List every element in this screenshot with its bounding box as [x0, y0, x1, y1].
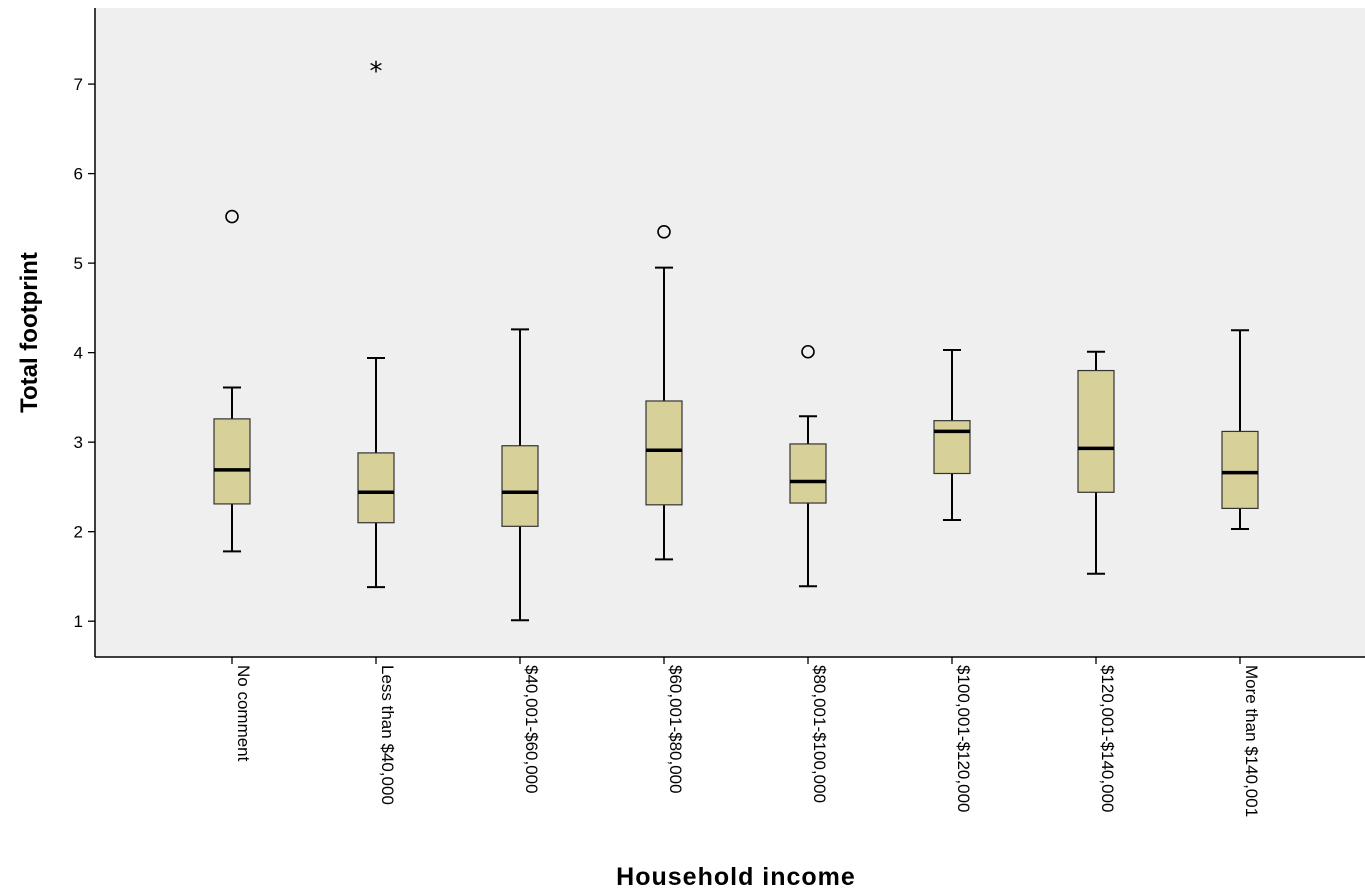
iqr-box — [213, 418, 251, 505]
box-0 — [213, 209, 251, 553]
x-tick-label: Less than $40,000 — [378, 665, 397, 805]
boxes-group: * — [213, 57, 1259, 622]
x-tick-label: $100,001-$120,000 — [954, 665, 973, 812]
x-axis-title: Household income — [616, 863, 856, 891]
plot-area — [95, 8, 1365, 657]
y-tick-label: 6 — [74, 165, 83, 184]
box-6 — [1077, 350, 1115, 575]
y-tick-label: 5 — [74, 254, 83, 273]
x-tick-label: No comment — [234, 665, 253, 762]
x-axis: No comment Less than $40,000 $40,001-$60,0… — [95, 656, 1365, 817]
box-1: * — [357, 57, 395, 589]
y-tick-label: 2 — [74, 523, 83, 542]
y-tick-label: 3 — [74, 433, 83, 452]
x-tick-label: $80,001-$100,000 — [810, 665, 829, 803]
outlier-circle-marker — [657, 224, 671, 239]
y-axis-title: Total footprint — [16, 252, 43, 413]
box-3 — [645, 224, 683, 561]
iqr-box — [1221, 430, 1259, 510]
iqr-box — [933, 420, 971, 475]
box-7 — [1221, 329, 1259, 530]
y-tick-label: 4 — [74, 344, 83, 363]
x-tick-label: $120,001-$140,000 — [1098, 665, 1117, 812]
iqr-box — [645, 400, 683, 506]
box-5 — [933, 348, 971, 522]
y-axis: 1 2 3 4 5 6 7 — [74, 8, 96, 657]
iqr-box — [1077, 369, 1115, 493]
outlier-circle-marker — [225, 209, 239, 224]
iqr-box — [501, 445, 539, 527]
iqr-box — [357, 452, 395, 524]
x-tick-label: More than $140,001 — [1242, 665, 1261, 817]
y-tick-label: 7 — [74, 75, 83, 94]
iqr-box — [789, 443, 827, 504]
box-2 — [501, 328, 539, 622]
x-tick-label: $40,001-$60,000 — [522, 665, 541, 794]
x-tick-label: $60,001-$80,000 — [666, 665, 685, 794]
y-tick-label: 1 — [74, 612, 83, 631]
outlier-star-marker: * — [370, 57, 383, 87]
box-4 — [789, 344, 827, 588]
outlier-circle-marker — [801, 344, 815, 359]
